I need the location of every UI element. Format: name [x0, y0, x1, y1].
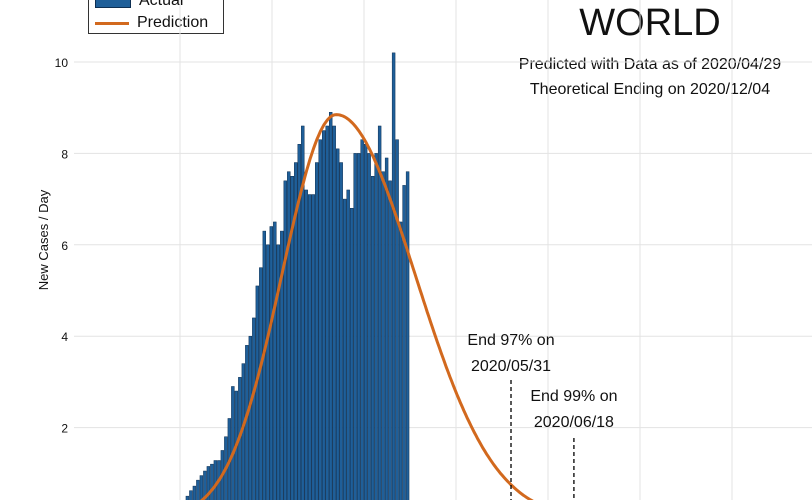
bar: [269, 226, 273, 500]
bar: [185, 495, 190, 500]
legend-entry-actual: Actual: [95, 0, 183, 10]
y-tick-label: 2: [61, 422, 68, 436]
bar: [349, 207, 354, 500]
chart-subtitle-1: Predicted with Data as of 2020/04/29: [518, 56, 782, 73]
bar: [363, 144, 368, 500]
bar: [318, 139, 322, 500]
bar: [199, 475, 204, 500]
bar: [304, 189, 308, 500]
bar: [196, 479, 200, 500]
bar: [367, 153, 371, 500]
bar: [398, 221, 403, 500]
bar: [273, 221, 277, 500]
annotation-label: 2020/06/18: [534, 414, 614, 431]
bar: [339, 162, 343, 500]
y-tick-label: 6: [61, 239, 68, 253]
bar: [276, 244, 280, 500]
bar: [259, 267, 263, 500]
bar: [325, 125, 329, 500]
bar: [294, 162, 298, 500]
bar: [332, 125, 336, 500]
grid-lines: [74, 0, 812, 500]
bar: [301, 125, 305, 500]
bar: [255, 285, 260, 500]
bar: [377, 125, 382, 500]
legend-label-prediction: Prediction: [137, 14, 209, 31]
bar: [388, 180, 392, 500]
legend-swatch-prediction: [95, 21, 129, 25]
chart-subtitle-2: Theoretical Ending on 2020/12/04: [529, 81, 771, 98]
bar: [245, 345, 249, 500]
bar: [346, 189, 350, 500]
legend-entry-prediction: Prediction: [95, 14, 208, 32]
end-markers: [510, 380, 575, 500]
bar: [405, 171, 410, 500]
bar: [353, 153, 357, 500]
bars-actual: [185, 52, 410, 500]
annotations: End 97% on 2020/05/31 End 99% on 2020/06/18: [467, 332, 617, 431]
bar: [311, 194, 315, 500]
legend-swatch-actual: [95, 0, 131, 8]
bar: [210, 463, 214, 500]
y-tick-label: 10: [55, 56, 69, 70]
bar: [315, 162, 319, 500]
bar: [395, 139, 399, 500]
annotation-label: End 99% on: [530, 388, 617, 405]
bar: [192, 485, 197, 500]
bar: [329, 112, 333, 500]
annotation-label: End 97% on: [467, 332, 554, 349]
chart-title: WORLD: [579, 2, 721, 44]
title-block: WORLD Predicted with Data as of 2020/04/…: [500, 2, 800, 102]
bar: [213, 460, 218, 500]
bar: [189, 490, 193, 500]
bar: [241, 363, 246, 500]
prediction-curve: [199, 113, 534, 500]
y-tick-labels: 2 4 6 8 10: [55, 56, 69, 436]
bar: [336, 148, 340, 500]
bar: [248, 335, 253, 500]
bar: [308, 194, 312, 500]
bar: [290, 176, 294, 500]
bar: [370, 176, 375, 500]
bar: [287, 171, 291, 500]
bar: [266, 244, 270, 500]
bar: [252, 317, 256, 500]
bar: [262, 230, 267, 500]
bar: [280, 230, 284, 500]
chart-legend: Actual Prediction: [88, 0, 224, 34]
bar: [381, 171, 385, 500]
bar: [342, 198, 347, 500]
legend-label-actual: Actual: [139, 0, 184, 9]
bar: [402, 185, 406, 500]
bar: [360, 139, 364, 500]
bar: [391, 52, 396, 500]
y-tick-label: 4: [61, 330, 68, 344]
y-tick-label: 8: [61, 147, 68, 161]
y-axis-label: New Cases / Day: [36, 189, 51, 290]
annotation-label: 2020/05/31: [471, 358, 551, 375]
bar: [322, 130, 326, 500]
bar: [384, 157, 389, 500]
bar: [283, 180, 287, 500]
bar: [356, 153, 361, 500]
bar: [231, 386, 235, 500]
bar: [297, 144, 301, 500]
bar: [374, 153, 378, 500]
